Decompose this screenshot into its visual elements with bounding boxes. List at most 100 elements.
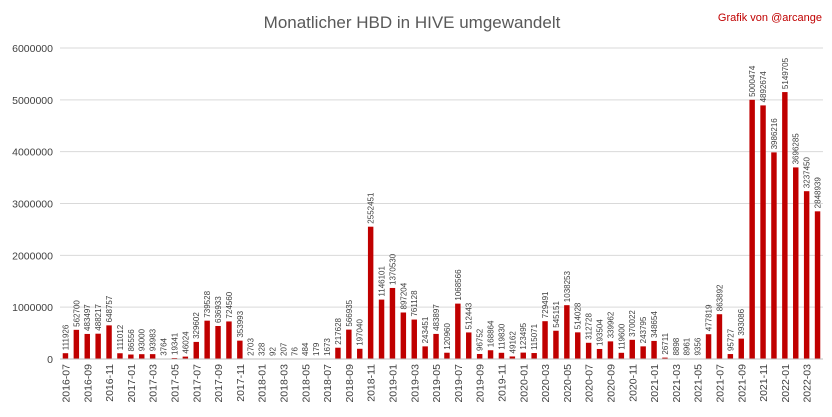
bar <box>84 333 90 359</box>
data-label: 514028 <box>574 302 583 329</box>
data-label: 123495 <box>519 322 528 349</box>
data-label: 1370530 <box>388 253 397 285</box>
data-label: 8961 <box>683 337 692 355</box>
bar <box>760 105 766 360</box>
x-tick-label: 2020-03 <box>540 364 552 403</box>
x-tick-label: 2022-03 <box>802 364 814 403</box>
data-label: 1146101 <box>378 265 387 296</box>
x-tick-label: 2020-11 <box>627 364 639 402</box>
data-label: 348654 <box>650 311 659 338</box>
bars <box>62 92 821 360</box>
x-tick-label: 2019-09 <box>475 364 487 403</box>
bar <box>651 340 657 359</box>
y-tick-label: 2000000 <box>12 250 53 262</box>
data-label: 761128 <box>410 290 419 317</box>
bar <box>193 341 199 359</box>
bar <box>640 346 646 359</box>
x-tick-label: 2017-05 <box>169 364 181 403</box>
bar <box>215 325 221 359</box>
x-tick-label: 2022-01 <box>780 364 792 403</box>
bar <box>389 287 396 359</box>
data-label: 119600 <box>617 323 626 350</box>
x-tick-label: 2017-07 <box>191 364 203 403</box>
bar <box>771 152 777 359</box>
bar <box>422 346 428 359</box>
x-tick-label: 2020-01 <box>518 364 530 403</box>
data-label: 4892674 <box>759 71 768 103</box>
x-tick-label: 2020-09 <box>605 364 617 403</box>
bar <box>95 333 101 359</box>
bar <box>411 319 417 359</box>
bar <box>716 314 723 359</box>
data-label: 562700 <box>72 300 81 327</box>
x-tick-label: 2021-01 <box>649 364 661 403</box>
bar <box>226 321 232 359</box>
y-tick-label: 5000000 <box>12 95 53 107</box>
bar <box>662 357 668 359</box>
bar <box>629 339 635 359</box>
x-tick-label: 2020-07 <box>584 364 596 403</box>
data-label: 2703 <box>247 338 256 356</box>
bar <box>149 354 156 359</box>
bar <box>62 353 69 359</box>
data-label: 92 <box>269 347 278 356</box>
bar <box>607 341 614 359</box>
data-label: 3237450 <box>803 156 812 188</box>
chart-credit: Grafik von @arcange <box>718 12 822 24</box>
data-label: 636933 <box>214 296 223 323</box>
data-label: 115071 <box>530 323 539 350</box>
data-label: 724560 <box>225 291 234 318</box>
data-label: 3986216 <box>770 118 779 150</box>
bar <box>618 352 625 359</box>
x-tick-label: 2019-07 <box>453 364 465 403</box>
bar <box>182 356 189 359</box>
data-label: 9356 <box>694 337 703 355</box>
x-tick-label: 2019-01 <box>387 364 399 403</box>
x-tick-label: 2021-05 <box>693 364 705 403</box>
y-tick-label: 4000000 <box>12 147 53 159</box>
data-label: 339962 <box>606 311 615 338</box>
x-tick-label: 2021-09 <box>736 364 748 403</box>
data-label: 566935 <box>345 299 354 326</box>
bar <box>476 353 483 359</box>
bar <box>520 352 526 359</box>
bar <box>466 332 472 359</box>
bar <box>738 338 744 359</box>
data-label: 863892 <box>715 284 724 311</box>
data-label: 5000474 <box>748 65 757 97</box>
bar <box>73 329 80 359</box>
data-label: 49162 <box>508 331 517 354</box>
x-tick-label: 2018-11 <box>366 364 378 402</box>
bar <box>749 99 755 359</box>
bar <box>171 357 178 359</box>
data-label: 729491 <box>541 291 550 318</box>
data-label: 3764 <box>160 337 169 355</box>
x-tick-label: 2016-07 <box>60 364 72 403</box>
x-tick-label: 2020-05 <box>562 364 574 403</box>
x-tick-label: 2018-03 <box>278 364 290 403</box>
data-label: 1038253 <box>563 270 572 302</box>
data-label: 111926 <box>61 324 70 350</box>
data-label: 8898 <box>672 337 681 355</box>
x-tick-label: 2018-07 <box>322 364 334 403</box>
data-label: 120960 <box>443 322 452 349</box>
bar <box>803 191 810 359</box>
bar <box>128 354 134 359</box>
data-label: 197040 <box>356 319 365 346</box>
bar <box>553 330 559 359</box>
data-label: 329602 <box>192 312 201 339</box>
bar <box>378 299 385 359</box>
bar <box>204 320 210 359</box>
data-label: 243451 <box>421 316 430 343</box>
chart-title: Monatlicher HBD in HIVE umgewandelt <box>264 13 561 32</box>
data-label: 3696285 <box>792 133 801 165</box>
y-tick-label: 1000000 <box>12 302 53 314</box>
data-label: 545151 <box>552 300 561 327</box>
bar <box>705 334 712 359</box>
x-tick-label: 2017-03 <box>148 364 160 403</box>
data-label: 483897 <box>432 304 441 331</box>
x-tick-label: 2017-09 <box>213 364 225 403</box>
bar <box>444 352 450 359</box>
data-label: 93983 <box>149 328 158 351</box>
